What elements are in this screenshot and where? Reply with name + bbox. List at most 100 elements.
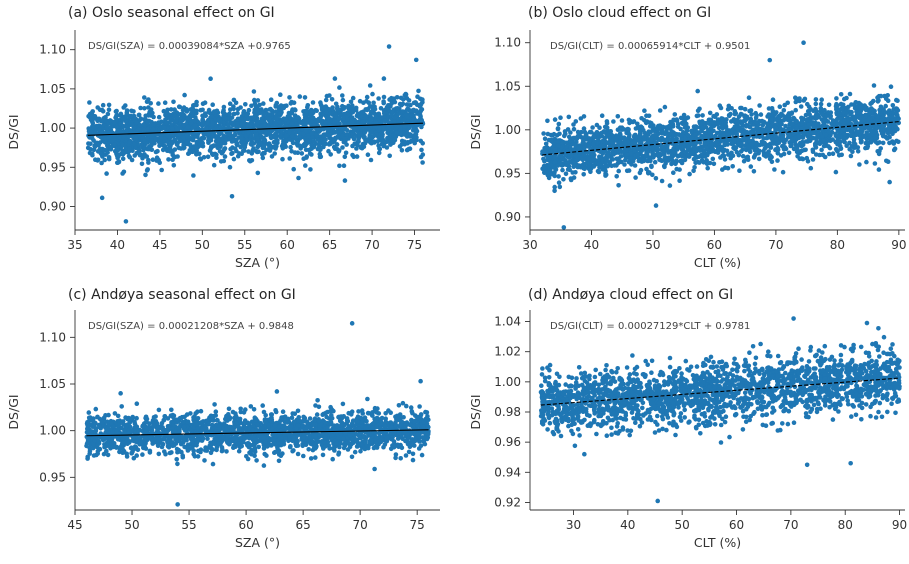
data-point — [381, 99, 386, 104]
data-point — [334, 142, 340, 147]
data-point — [884, 136, 890, 141]
data-point — [717, 103, 723, 108]
data-point — [323, 110, 329, 115]
data-point — [626, 127, 631, 132]
data-point — [746, 95, 752, 100]
data-point — [547, 171, 553, 176]
data-point — [304, 108, 309, 114]
data-point — [304, 118, 310, 124]
data-point — [562, 133, 567, 139]
x-tick-label: 40 — [584, 238, 599, 252]
data-point — [409, 113, 415, 118]
data-point — [420, 152, 426, 157]
data-point — [177, 124, 183, 129]
data-point — [669, 141, 675, 146]
data-point — [760, 127, 765, 132]
data-point — [149, 142, 154, 148]
data-point — [794, 96, 799, 102]
data-point — [402, 132, 407, 137]
data-point — [552, 117, 558, 122]
data-point — [344, 128, 350, 133]
data-point — [144, 154, 150, 159]
data-point — [292, 150, 298, 155]
data-point — [231, 97, 237, 103]
y-axis-label: DS/GI — [6, 114, 21, 149]
data-point — [863, 107, 869, 113]
data-point — [145, 119, 150, 125]
data-point — [315, 137, 321, 142]
data-point — [258, 140, 263, 145]
data-point — [705, 165, 710, 171]
data-point — [368, 116, 374, 122]
data-point — [671, 170, 676, 175]
data-point — [556, 121, 562, 127]
data-point — [251, 89, 257, 94]
data-point — [412, 135, 417, 141]
data-point — [352, 127, 357, 133]
data-point — [367, 134, 373, 140]
data-point — [141, 122, 147, 127]
data-point — [90, 123, 96, 129]
data-point — [751, 155, 757, 160]
data-point — [566, 134, 572, 140]
data-point — [799, 115, 804, 121]
data-point — [541, 131, 546, 136]
data-point — [710, 156, 716, 162]
data-point — [118, 113, 123, 118]
data-point — [235, 153, 241, 159]
data-point — [159, 167, 164, 173]
data-point — [418, 108, 424, 114]
data-point — [650, 172, 655, 178]
data-point — [773, 147, 779, 152]
data-point — [582, 166, 587, 172]
data-point — [678, 115, 684, 121]
data-point — [248, 124, 253, 129]
data-point — [408, 102, 413, 108]
data-point — [895, 108, 901, 113]
data-point — [739, 105, 744, 111]
data-point — [583, 133, 589, 138]
x-tick-label: 35 — [67, 238, 82, 252]
data-point — [121, 105, 126, 110]
data-point — [178, 116, 183, 121]
data-point — [725, 165, 731, 171]
data-point — [244, 112, 249, 118]
y-tick-label: 1.05 — [494, 79, 521, 93]
data-point — [166, 157, 171, 162]
data-point — [741, 118, 747, 124]
data-point — [143, 172, 148, 178]
data-point — [743, 129, 748, 135]
data-point — [780, 169, 786, 175]
data-point — [216, 117, 221, 123]
data-point — [348, 99, 354, 105]
data-point — [124, 127, 130, 133]
data-point — [122, 150, 128, 155]
regression-equation: DS/GI(SZA) = 0.00039084*SZA +0.9765 — [88, 41, 291, 52]
data-point — [232, 132, 238, 137]
data-point — [303, 142, 308, 148]
data-point — [597, 125, 602, 130]
data-point — [357, 131, 363, 136]
data-point — [386, 107, 392, 113]
data-point — [420, 97, 425, 102]
data-point — [184, 140, 189, 145]
data-point — [633, 126, 639, 131]
data-point — [587, 138, 592, 144]
data-point — [210, 120, 215, 126]
data-point — [304, 138, 310, 143]
data-point — [201, 136, 207, 141]
data-point — [662, 104, 668, 110]
data-point — [97, 127, 102, 133]
data-point — [291, 166, 297, 172]
data-point — [392, 99, 398, 105]
data-point — [890, 103, 896, 108]
data-point — [413, 132, 419, 137]
x-tick-label: 30 — [522, 238, 537, 252]
data-point — [231, 111, 237, 117]
data-point — [769, 159, 775, 165]
data-point — [876, 167, 882, 172]
data-point — [707, 110, 713, 116]
data-point — [720, 153, 725, 158]
data-point — [170, 126, 175, 131]
data-point — [398, 95, 404, 101]
